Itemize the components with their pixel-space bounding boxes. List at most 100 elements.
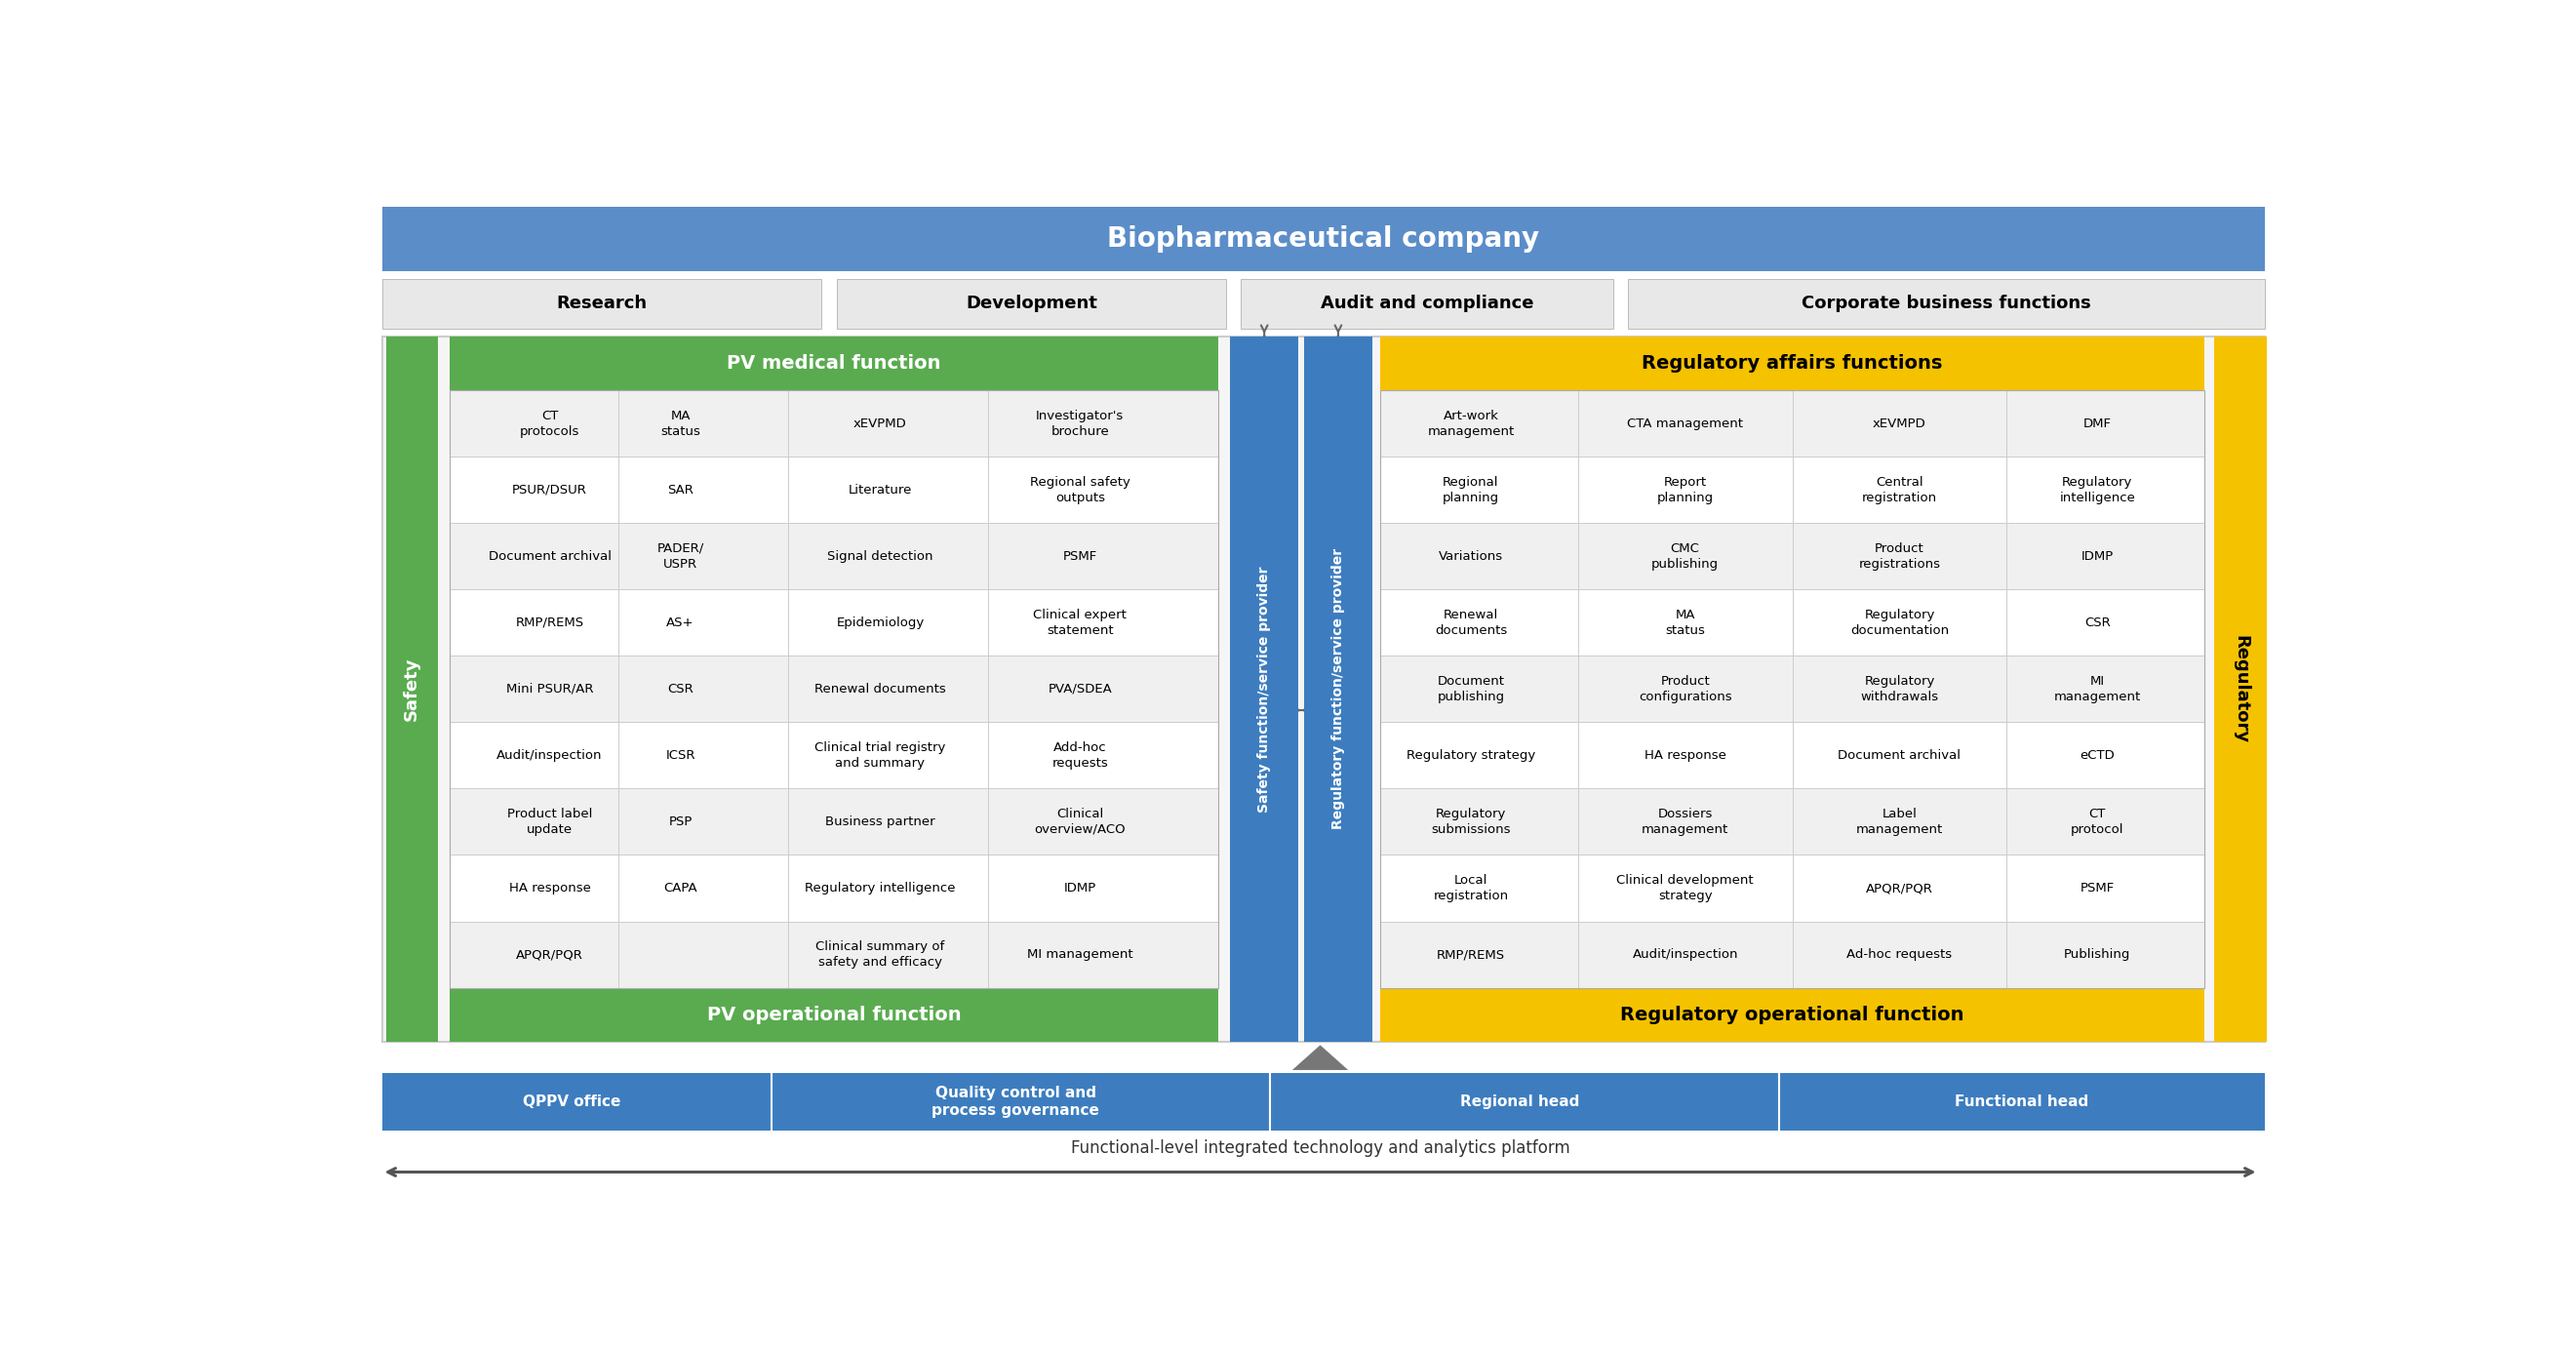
- Text: Publishing: Publishing: [2063, 948, 2130, 961]
- Text: PSUR/DSUR: PSUR/DSUR: [513, 484, 587, 496]
- Text: MI management: MI management: [1028, 948, 1133, 961]
- Text: Audit/inspection: Audit/inspection: [497, 749, 603, 761]
- Text: Regulatory
intelligence: Regulatory intelligence: [2058, 476, 2136, 504]
- Text: Signal detection: Signal detection: [827, 550, 933, 562]
- Text: CTA management: CTA management: [1628, 416, 1744, 430]
- FancyBboxPatch shape: [1303, 337, 1373, 1042]
- Text: PSMF: PSMF: [2081, 882, 2115, 895]
- Text: AS+: AS+: [667, 617, 696, 629]
- Text: Renewal documents: Renewal documents: [814, 683, 945, 695]
- Polygon shape: [1293, 1045, 1347, 1069]
- FancyBboxPatch shape: [1628, 279, 2264, 329]
- FancyBboxPatch shape: [381, 279, 822, 329]
- Text: Corporate business functions: Corporate business functions: [1801, 295, 2092, 312]
- Text: APQR/PQR: APQR/PQR: [1865, 882, 1932, 895]
- Text: Regional safety
outputs: Regional safety outputs: [1030, 476, 1131, 504]
- Text: PSP: PSP: [667, 815, 693, 829]
- Text: PV operational function: PV operational function: [706, 1006, 961, 1023]
- Text: Regulatory
documentation: Regulatory documentation: [1850, 608, 1950, 637]
- FancyBboxPatch shape: [1381, 854, 2205, 922]
- Text: IDMP: IDMP: [1064, 882, 1097, 895]
- Text: Regulatory operational function: Regulatory operational function: [1620, 1006, 1965, 1023]
- Text: HA response: HA response: [510, 882, 590, 895]
- Text: Research: Research: [556, 295, 647, 312]
- FancyBboxPatch shape: [1381, 788, 2205, 854]
- FancyBboxPatch shape: [451, 988, 1218, 1042]
- Text: xEVPMD: xEVPMD: [853, 416, 907, 430]
- Text: Regulatory intelligence: Regulatory intelligence: [804, 882, 956, 895]
- Text: RMP/REMS: RMP/REMS: [515, 617, 585, 629]
- FancyBboxPatch shape: [381, 337, 2264, 1042]
- Text: Clinical
overview/ACO: Clinical overview/ACO: [1036, 807, 1126, 836]
- Text: SAR: SAR: [667, 484, 693, 496]
- FancyBboxPatch shape: [451, 523, 1218, 589]
- Text: Regional
planning: Regional planning: [1443, 476, 1499, 504]
- Text: xEVMPD: xEVMPD: [1873, 416, 1927, 430]
- Text: Regulatory strategy: Regulatory strategy: [1406, 749, 1535, 761]
- FancyBboxPatch shape: [1231, 337, 1298, 1042]
- Text: MA
status: MA status: [1664, 608, 1705, 637]
- FancyBboxPatch shape: [1381, 337, 2205, 391]
- Text: Safety function/service provider: Safety function/service provider: [1257, 566, 1270, 813]
- Text: Art-work
management: Art-work management: [1427, 410, 1515, 438]
- FancyBboxPatch shape: [1381, 391, 2205, 457]
- FancyBboxPatch shape: [2215, 337, 2267, 1042]
- Text: Clinical expert
statement: Clinical expert statement: [1033, 608, 1126, 637]
- FancyBboxPatch shape: [381, 207, 2264, 272]
- Text: Renewal
documents: Renewal documents: [1435, 608, 1507, 637]
- FancyBboxPatch shape: [451, 788, 1218, 854]
- FancyBboxPatch shape: [1381, 523, 2205, 589]
- FancyBboxPatch shape: [1381, 457, 2205, 523]
- FancyBboxPatch shape: [1381, 722, 2205, 788]
- Text: Add-hoc
requests: Add-hoc requests: [1051, 741, 1108, 769]
- FancyBboxPatch shape: [1381, 922, 2205, 988]
- Text: Label
management: Label management: [1857, 807, 1942, 836]
- Text: Epidemiology: Epidemiology: [837, 617, 925, 629]
- Text: Clinical summary of
safety and efficacy: Clinical summary of safety and efficacy: [817, 941, 945, 969]
- FancyBboxPatch shape: [451, 922, 1218, 988]
- Text: RMP/REMS: RMP/REMS: [1437, 948, 1504, 961]
- Text: Ad-hoc requests: Ad-hoc requests: [1847, 948, 1953, 961]
- Text: Variations: Variations: [1437, 550, 1502, 562]
- Text: Regulatory affairs functions: Regulatory affairs functions: [1641, 354, 1942, 372]
- FancyBboxPatch shape: [1242, 279, 1613, 329]
- Text: Quality control and
process governance: Quality control and process governance: [933, 1086, 1100, 1118]
- Text: Regulatory: Regulatory: [2231, 635, 2249, 744]
- Text: Regulatory function/service provider: Regulatory function/service provider: [1332, 549, 1345, 830]
- Text: APQR/PQR: APQR/PQR: [515, 948, 582, 961]
- FancyBboxPatch shape: [1381, 589, 2205, 656]
- Text: Product label
update: Product label update: [507, 807, 592, 836]
- Text: CAPA: CAPA: [665, 882, 698, 895]
- Text: Audit and compliance: Audit and compliance: [1321, 295, 1533, 312]
- FancyBboxPatch shape: [381, 1073, 2264, 1130]
- Text: Business partner: Business partner: [824, 815, 935, 829]
- Text: Functional head: Functional head: [1955, 1095, 2089, 1109]
- Text: Regional head: Regional head: [1461, 1095, 1579, 1109]
- Text: ICSR: ICSR: [665, 749, 696, 761]
- Text: CT
protocol: CT protocol: [2071, 807, 2125, 836]
- Text: Mini PSUR/AR: Mini PSUR/AR: [505, 683, 592, 695]
- Text: Product
configurations: Product configurations: [1638, 675, 1731, 703]
- FancyBboxPatch shape: [386, 337, 438, 1042]
- Text: Dossiers
management: Dossiers management: [1641, 807, 1728, 836]
- Text: PSMF: PSMF: [1064, 550, 1097, 562]
- Text: Report
planning: Report planning: [1656, 476, 1713, 504]
- Text: DMF: DMF: [2084, 416, 2112, 430]
- Text: Product
registrations: Product registrations: [1857, 542, 1940, 571]
- Text: Development: Development: [966, 295, 1097, 312]
- Text: QPPV office: QPPV office: [523, 1095, 621, 1109]
- Text: MA
status: MA status: [659, 410, 701, 438]
- FancyBboxPatch shape: [1381, 988, 2205, 1042]
- Text: IDMP: IDMP: [2081, 550, 2115, 562]
- Text: PADER/
USPR: PADER/ USPR: [657, 542, 703, 571]
- Text: CMC
publishing: CMC publishing: [1651, 542, 1718, 571]
- Text: PVA/SDEA: PVA/SDEA: [1048, 683, 1113, 695]
- FancyBboxPatch shape: [451, 457, 1218, 523]
- Text: Clinical trial registry
and summary: Clinical trial registry and summary: [814, 741, 945, 769]
- FancyBboxPatch shape: [1381, 656, 2205, 722]
- Text: Biopharmaceutical company: Biopharmaceutical company: [1108, 226, 1540, 253]
- Text: Clinical development
strategy: Clinical development strategy: [1618, 873, 1754, 902]
- Text: Document archival: Document archival: [489, 550, 611, 562]
- Text: Audit/inspection: Audit/inspection: [1633, 948, 1739, 961]
- FancyBboxPatch shape: [451, 656, 1218, 722]
